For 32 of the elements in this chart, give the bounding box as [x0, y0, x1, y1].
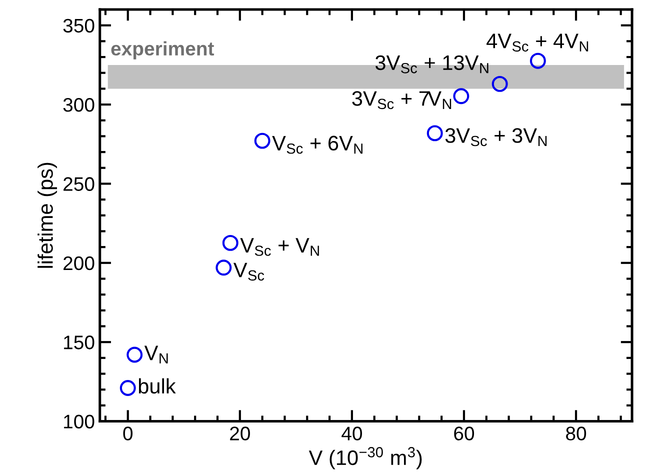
point: [216, 260, 232, 276]
y-tick-label: 200: [64, 256, 94, 270]
annotation: V$_{N}$: [144, 346, 168, 364]
point: [222, 234, 238, 251]
annotation: 3V$_{Sc}$ + 7V$_{N}$: [352, 91, 452, 110]
x-tick-label: 40: [342, 426, 362, 440]
y-tick-label: 150: [64, 336, 94, 350]
point: [426, 125, 443, 142]
y-tick-label: 300: [63, 98, 94, 112]
annotation: V$_{Sc}$ + V$_{N}$: [240, 238, 319, 256]
point: [453, 88, 470, 104]
annotation: 3V$_{Sc}$ + 13V$_{N}$: [375, 55, 488, 74]
x-tick-label: 20: [230, 426, 250, 440]
annotation: bulk: [138, 378, 176, 394]
point: [254, 132, 270, 149]
y-axis-title: lifetime (ps): [38, 162, 58, 268]
annotation: V$_{Sc}$ + 6V$_{N}$: [272, 136, 362, 154]
y-tick-label: 100: [64, 414, 94, 428]
annotation: 3V$_{Sc}$ + 3V$_{N}$: [445, 128, 547, 146]
x-tick-label: 80: [566, 426, 586, 440]
point: [120, 380, 136, 396]
y-tick-label: 350: [63, 18, 94, 33]
x-tick-label: 0: [123, 426, 133, 440]
band-label: experiment: [111, 41, 214, 60]
y-tick-label: 250: [64, 177, 94, 191]
annotation: V$_{Sc}$: [233, 262, 264, 281]
point: [492, 76, 508, 92]
point: [530, 52, 546, 69]
annotation: 4V$_{Sc}$ + 4V$_{N}$: [486, 34, 588, 52]
point: [126, 346, 143, 363]
x-tick-label: 60: [454, 426, 474, 440]
x-axis-title: V (10$^{−30}$ m$^{3}$): [308, 447, 422, 470]
